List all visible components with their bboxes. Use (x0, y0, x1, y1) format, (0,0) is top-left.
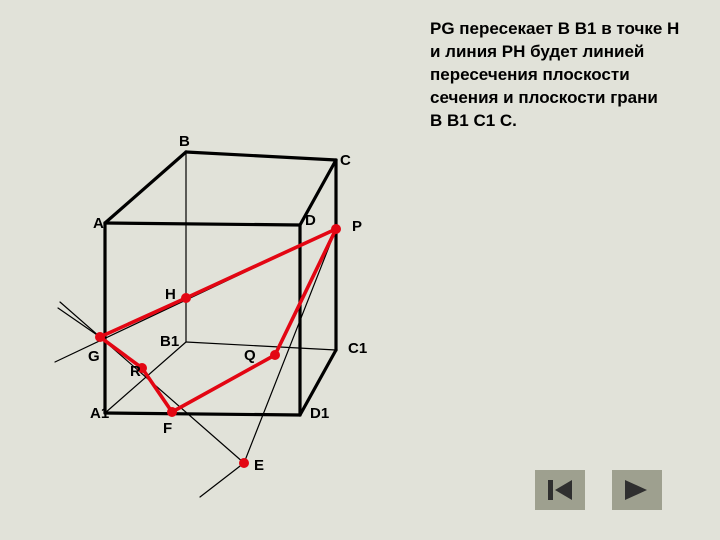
label-D1: D1 (310, 405, 329, 422)
label-D: D (305, 212, 316, 229)
label-A1: A1 (90, 405, 109, 422)
label-B: B (179, 133, 190, 150)
label-E: E (254, 457, 264, 474)
label-C: C (340, 152, 351, 169)
label-P: P (352, 218, 362, 235)
next-button[interactable] (612, 470, 662, 510)
geometry-diagram (0, 0, 720, 540)
next-icon (623, 478, 651, 502)
label-C1: C1 (348, 340, 367, 357)
label-A: A (93, 215, 104, 232)
prev-button[interactable] (535, 470, 585, 510)
label-F: F (163, 420, 172, 437)
label-B1: B1 (160, 333, 179, 350)
prev-icon (546, 478, 574, 502)
label-R: R (130, 363, 141, 380)
label-Q: Q (244, 347, 256, 364)
label-G: G (88, 348, 100, 365)
label-H: H (165, 286, 176, 303)
